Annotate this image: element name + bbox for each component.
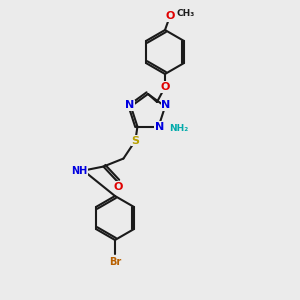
- Text: NH: NH: [71, 166, 88, 176]
- Text: N: N: [125, 100, 134, 110]
- Text: O: O: [165, 11, 175, 21]
- Text: O: O: [114, 182, 123, 192]
- Text: O: O: [160, 82, 170, 92]
- Text: N: N: [155, 122, 164, 132]
- Text: NH₂: NH₂: [169, 124, 188, 133]
- Text: S: S: [131, 136, 140, 146]
- Text: Br: Br: [109, 257, 121, 267]
- Text: CH₃: CH₃: [177, 10, 195, 19]
- Text: N: N: [161, 100, 171, 110]
